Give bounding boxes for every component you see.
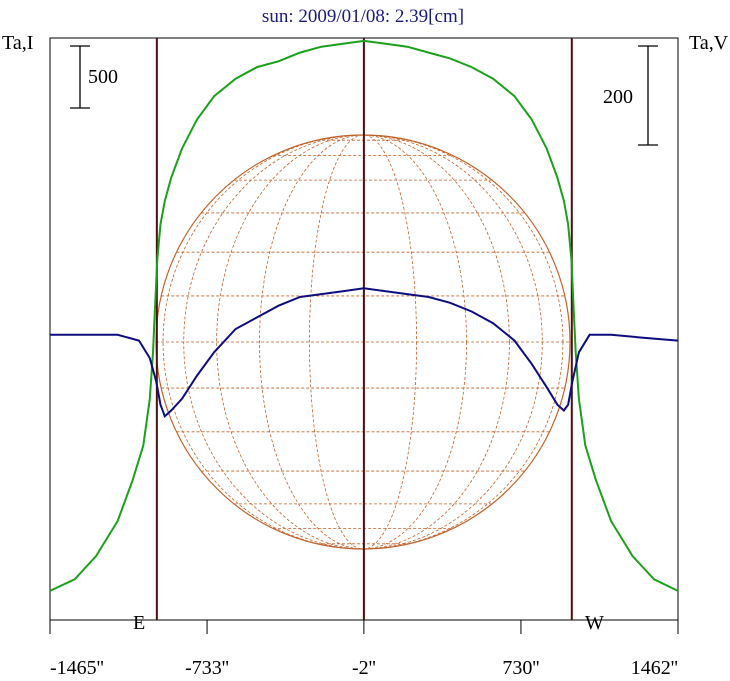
x-axis-ticks: -1465'' -733'' -2'' 730'' 1462'' xyxy=(49,620,679,679)
intensity-line xyxy=(49,39,679,592)
x-tick-label: -2'' xyxy=(352,657,376,679)
x-tick-label: -1465'' xyxy=(50,657,104,679)
longitude-line xyxy=(162,134,564,550)
right-scale-bar-label: 200 xyxy=(603,86,633,108)
limb-lines xyxy=(155,38,573,620)
x-tick-label: -733'' xyxy=(185,657,229,679)
left-axis-label: Ta,I xyxy=(2,32,33,54)
right-scale-bar xyxy=(638,45,658,146)
longitude-line xyxy=(216,134,510,550)
polarization-line xyxy=(50,287,679,419)
x-tick-label: 1462'' xyxy=(631,657,678,679)
east-label: E xyxy=(133,612,145,634)
left-scale-bar xyxy=(70,45,90,109)
chart-title: sun: 2009/01/08: 2.39[cm] xyxy=(262,6,464,27)
right-axis-label: Ta,V xyxy=(689,32,729,54)
x-tick-label: 730'' xyxy=(502,657,539,679)
west-label: W xyxy=(585,612,604,634)
left-scale-bar-label: 500 xyxy=(88,66,118,88)
